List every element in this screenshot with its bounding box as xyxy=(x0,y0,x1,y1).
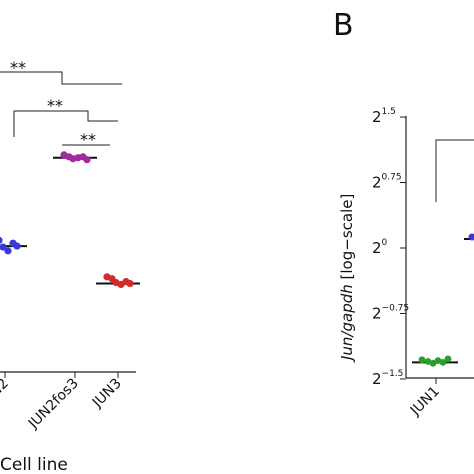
data-point xyxy=(13,242,21,250)
panel-b-label: B xyxy=(333,8,354,43)
panel-a-points xyxy=(0,151,134,289)
panel-a-x-ticks: N2 JUN2fos3 JUN3 xyxy=(0,372,125,432)
data-point xyxy=(418,356,426,364)
data-point xyxy=(429,359,437,367)
y-tick-label: 21.5 xyxy=(372,107,396,126)
x-tick-label: JUN3 xyxy=(89,376,125,412)
data-point xyxy=(126,279,134,288)
x-tick-label: N2 xyxy=(0,376,12,401)
data-point xyxy=(444,355,452,363)
data-point xyxy=(4,247,12,255)
data-point xyxy=(0,243,7,251)
y-tick-label: 2−0.75 xyxy=(372,303,409,322)
data-point xyxy=(439,358,447,366)
panel-b-x-ticks: JUN1 xyxy=(407,378,443,419)
panel-b: B 21.5 20.75 20 2−0.75 2−1.5 JUN1 Jun/gapdh … xyxy=(333,8,474,419)
y-tick-label: 20 xyxy=(372,238,388,257)
significance-label: ** xyxy=(47,96,63,115)
x-tick-label: JUN2fos3 xyxy=(25,376,82,433)
panel-b-partial-point xyxy=(468,233,474,241)
significance-label: ** xyxy=(80,130,96,149)
y-tick-label: 2−1.5 xyxy=(372,369,403,388)
panel-a-x-axis-label: Cell line xyxy=(0,455,68,474)
panel-a: N2 JUN2fos3 JUN3 ** ** ** Cell line xyxy=(0,58,140,474)
data-point xyxy=(0,236,3,244)
significance-label: ** xyxy=(10,58,26,77)
data-point xyxy=(83,156,91,164)
panel-b-points xyxy=(418,355,452,367)
panel-b-y-axis-label: Jun/gapdh [log−scale] xyxy=(338,194,356,363)
panel-b-significance-bracket xyxy=(435,139,474,202)
panel-a-medians xyxy=(0,156,140,285)
y-tick-label: 20.75 xyxy=(372,173,402,192)
significance-bracket xyxy=(0,71,122,85)
significance-bracket xyxy=(13,110,118,137)
panel-a-significance: ** ** ** xyxy=(0,58,122,149)
x-tick-label: JUN1 xyxy=(407,384,443,420)
panel-b-y-ticks: 21.5 20.75 20 2−0.75 2−1.5 xyxy=(372,107,409,388)
